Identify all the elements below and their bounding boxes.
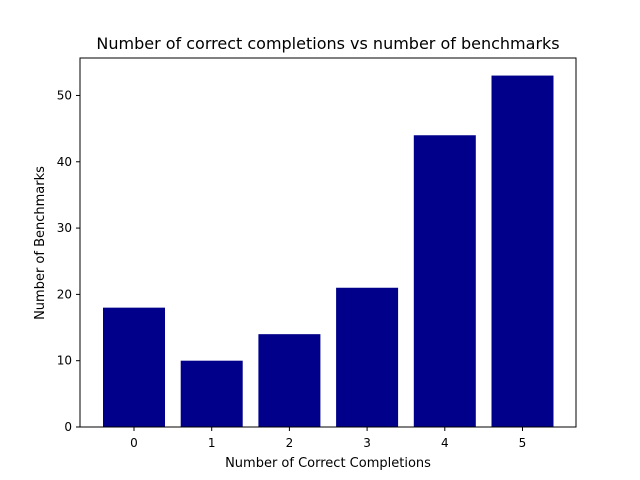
bar-5 — [491, 75, 554, 427]
plot-frame — [79, 57, 577, 428]
y-tick-label-10: 10 — [57, 354, 72, 368]
bars-group — [103, 75, 554, 427]
x-tick-label-0: 0 — [130, 436, 138, 450]
x-tick-label-2: 2 — [286, 436, 294, 450]
x-tick-label-4: 4 — [441, 436, 449, 450]
x-tick-label-1: 1 — [208, 436, 216, 450]
x-axis-label: Number of Correct Completions — [225, 456, 431, 471]
y-axis-label: Number of Benchmarks — [33, 166, 48, 320]
x-tick-label-3: 3 — [363, 436, 371, 450]
y-tick-label-40: 40 — [57, 155, 72, 169]
y-tick-label-0: 0 — [64, 420, 72, 434]
y-axis: 0 10 20 30 40 50 — [57, 88, 80, 434]
y-tick-label-20: 20 — [57, 287, 72, 301]
x-axis: 0 1 2 3 4 5 — [130, 427, 526, 450]
bar-4 — [413, 135, 476, 427]
y-tick-label-30: 30 — [57, 221, 72, 235]
bar-2 — [258, 334, 321, 427]
y-tick-label-50: 50 — [57, 88, 72, 102]
bar-0 — [103, 307, 165, 427]
bar-1 — [180, 360, 243, 427]
x-tick-label-5: 5 — [519, 436, 527, 450]
bar-3 — [336, 287, 399, 427]
chart-title: Number of correct completions vs number … — [96, 34, 559, 53]
